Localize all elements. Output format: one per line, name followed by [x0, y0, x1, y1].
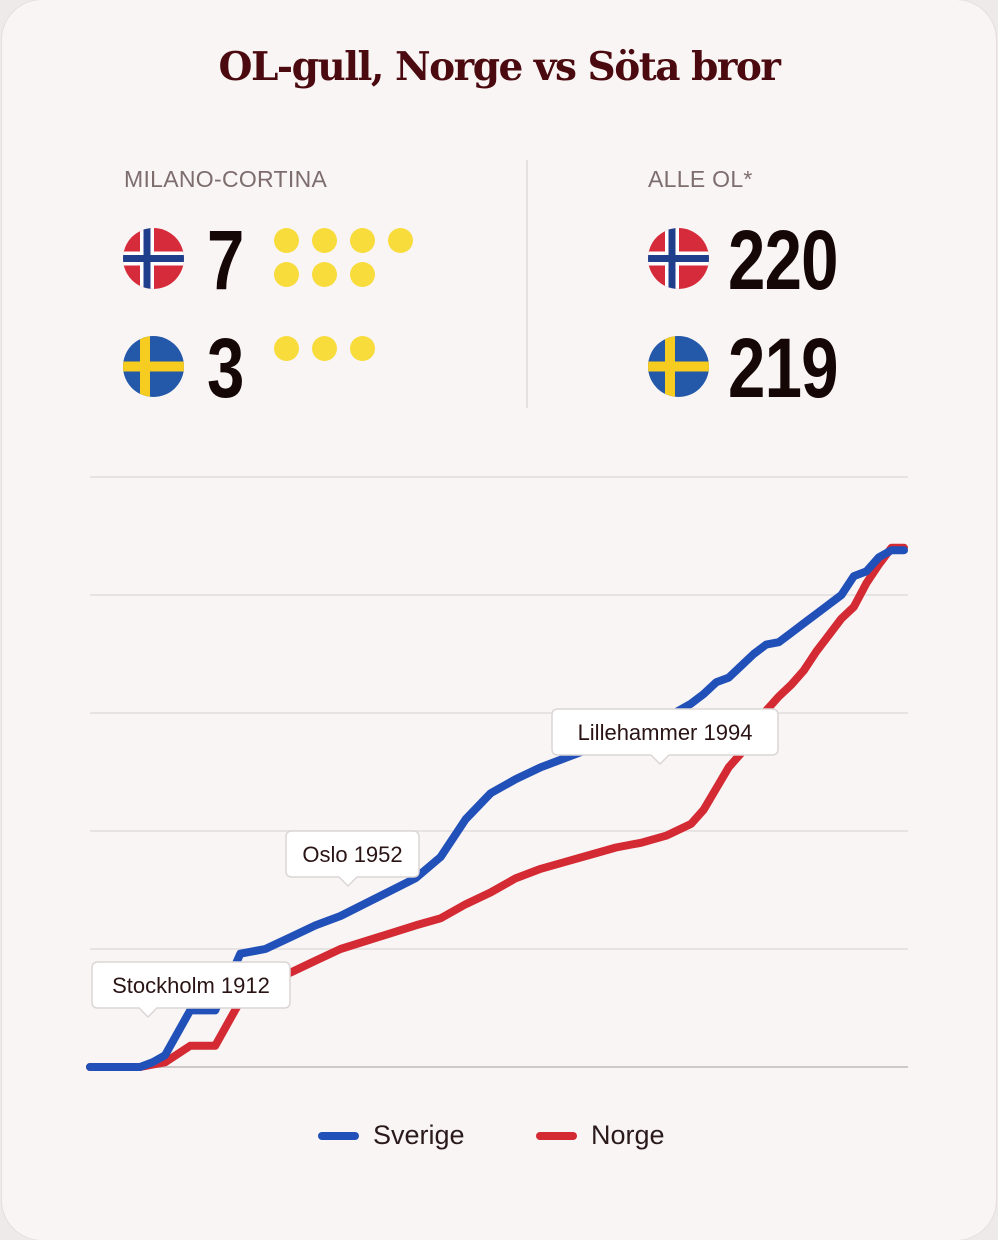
legend-sverige: Sverige [318, 1120, 465, 1151]
series-line-norge [86, 543, 908, 1071]
norway-gold-dot [312, 228, 337, 253]
norway-gold-dot [388, 228, 413, 253]
sweden-gold-dot [274, 336, 299, 361]
legend-sverige-label: Sverige [373, 1120, 465, 1150]
annotation-box [551, 708, 779, 766]
norway-gold-dot [274, 262, 299, 287]
annotation-callout: Oslo 1952 [285, 830, 420, 888]
alle-ol-label: ALLE OL* [648, 166, 753, 192]
legend-norge-swatch [536, 1131, 577, 1140]
annotation-box [285, 830, 420, 888]
norway-flag-icon [648, 228, 709, 289]
norway-gold-dot [274, 228, 299, 253]
milano-norway-gold-count: 7 [207, 213, 244, 307]
sweden-flag-icon [648, 336, 709, 397]
annotation-callout: Lillehammer 1994 [551, 708, 779, 766]
cumulative-gold-chart: Stockholm 1912 Oslo 1952 Lillehammer 1994 [86, 476, 908, 1071]
annotation-box [91, 961, 291, 1019]
sweden-flag-icon [123, 336, 184, 397]
total-norway-gold-count: 220 [728, 213, 839, 307]
norway-flag-icon [123, 228, 184, 289]
page-title: OL-gull, Norge vs Söta bror [218, 44, 781, 90]
norway-gold-dot [350, 262, 375, 287]
legend-norge-label: Norge [591, 1120, 665, 1150]
sweden-gold-dot [350, 336, 375, 361]
milano-sweden-gold-count: 3 [207, 321, 244, 415]
sweden-gold-dot [312, 336, 337, 361]
norway-gold-dot [312, 262, 337, 287]
legend-norge: Norge [536, 1120, 665, 1151]
annotation-label: Lillehammer 1994 [578, 720, 753, 745]
milano-cortina-label: MILANO-CORTINA [124, 166, 328, 192]
norway-gold-dot [350, 228, 375, 253]
annotation-label: Stockholm 1912 [112, 973, 270, 998]
panel-divider [526, 160, 528, 408]
annotation-callout: Stockholm 1912 [91, 961, 291, 1019]
legend-sverige-swatch [318, 1131, 359, 1140]
annotation-label: Oslo 1952 [302, 842, 402, 867]
chart-annotations: Stockholm 1912 Oslo 1952 Lillehammer 1994 [91, 708, 779, 1019]
total-sweden-gold-count: 219 [728, 321, 839, 415]
